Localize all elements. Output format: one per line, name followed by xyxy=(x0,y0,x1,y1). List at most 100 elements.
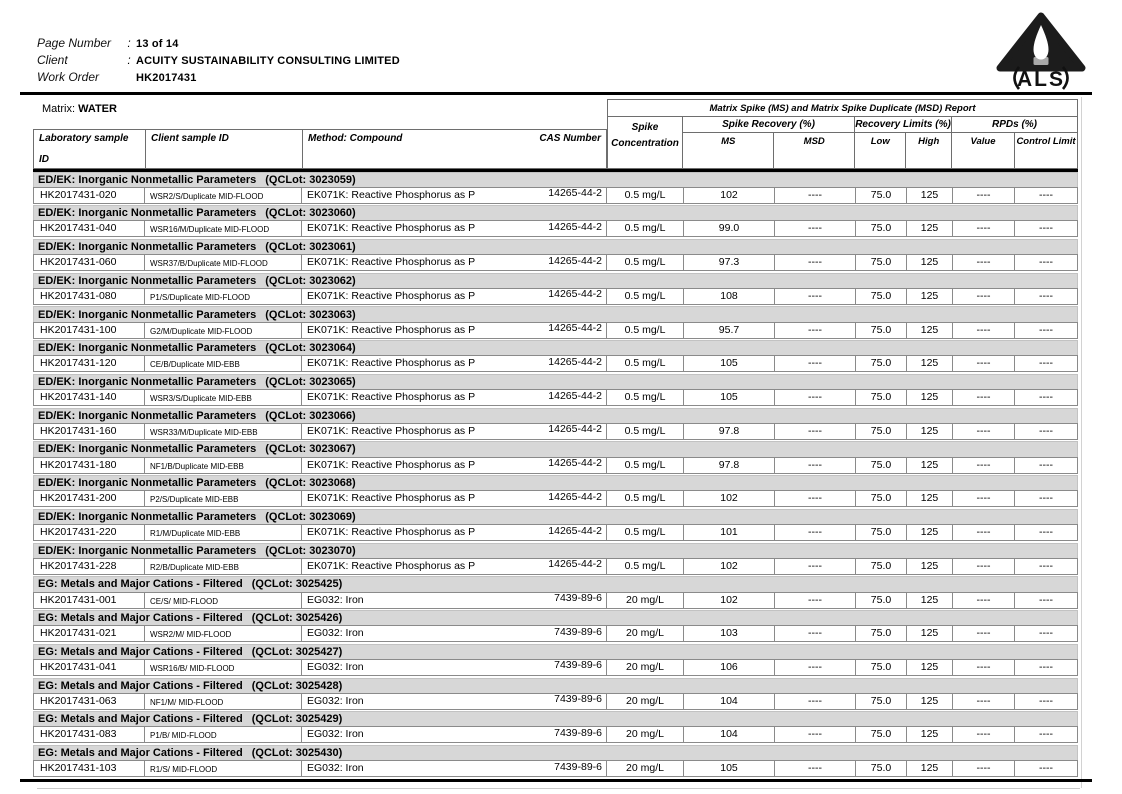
table-row: HK2017431-228 R2/B/Duplicate MID-EBB EK0… xyxy=(33,557,1078,575)
spike-concentration-cell: 0.5 mg/L xyxy=(607,221,684,237)
spike-header-lower: Spike Concentration Spike Recovery (%) M… xyxy=(608,117,1077,168)
cas-number-value: 14265-44-2 xyxy=(548,423,602,436)
spike-concentration-cell: 0.5 mg/L xyxy=(607,457,684,473)
ms-recovery-cell: 97.3 xyxy=(684,255,775,271)
page-number-row: Page Number : 13 of 14 xyxy=(37,36,400,53)
section-header: EG: Metals and Major Cations - Filtered … xyxy=(33,576,1078,592)
msd-recovery-cell: ---- xyxy=(775,255,856,271)
client-sample-id-cell: NF1/B/Duplicate MID-EBB xyxy=(145,457,302,473)
method-compound-cell: EG032: Iron 7439-89-6 xyxy=(302,659,607,675)
qc-group: ED/EK: Inorganic Nonmetallic Parameters … xyxy=(33,373,1078,407)
section-qclot: (QCLot: 3025429) xyxy=(251,713,343,726)
section-qclot: (QCLot: 3023064) xyxy=(265,342,356,355)
msd-recovery-cell: ---- xyxy=(775,356,856,372)
als-logo: ALS xyxy=(988,10,1094,92)
cas-number-value: 14265-44-2 xyxy=(548,221,602,233)
cas-number-value: 14265-44-2 xyxy=(548,525,602,537)
spike-recovery-label: Spike Recovery (%) xyxy=(683,117,854,133)
qc-group: ED/EK: Inorganic Nonmetallic Parameters … xyxy=(33,306,1078,339)
client-sample-id-cell: R1/M/Duplicate MID-EBB xyxy=(145,525,302,541)
rpd-value-cell: ---- xyxy=(953,356,1015,372)
method-compound-value: EG032: Iron xyxy=(307,762,364,775)
recovery-high-cell: 125 xyxy=(907,626,953,642)
msd-recovery-cell: ---- xyxy=(775,423,856,439)
client-sample-id-cell: CE/S/ MID-FLOOD xyxy=(145,592,302,608)
lab-sample-id-cell: HK2017431-200 xyxy=(34,491,145,507)
cas-number-value: 14265-44-2 xyxy=(548,457,602,470)
recovery-low-cell: 75.0 xyxy=(856,659,907,675)
section-header: EG: Metals and Major Cations - Filtered … xyxy=(33,711,1078,727)
table-row: HK2017431-100 G2/M/Duplicate MID-FLOOD E… xyxy=(33,321,1078,339)
spike-concentration-cell: 0.5 mg/L xyxy=(607,390,684,406)
spike-recovery-subcols: MS MSD xyxy=(683,133,854,168)
sample-columns-header: Laboratory sample ID Client sample ID Me… xyxy=(33,129,607,169)
client-sample-id-cell: WSR33/M/Duplicate MID-EBB xyxy=(145,423,302,439)
spike-concentration-cell: 20 mg/L xyxy=(607,727,684,743)
section-qclot: (QCLot: 3023068) xyxy=(265,477,356,490)
cas-number-value: 14265-44-2 xyxy=(548,255,602,267)
spike-concentration-cell: 0.5 mg/L xyxy=(607,558,684,574)
method-compound-value: EK071K: Reactive Phosphorus as P xyxy=(307,391,476,404)
section-header: ED/EK: Inorganic Nonmetallic Parameters … xyxy=(33,475,1078,491)
section-header: EG: Metals and Major Cations - Filtered … xyxy=(33,677,1078,693)
section-qclot: (QCLot: 3025426) xyxy=(251,612,343,625)
lab-sample-id-cell: HK2017431-103 xyxy=(34,761,145,777)
section-header: ED/EK: Inorganic Nonmetallic Parameters … xyxy=(33,542,1078,558)
method-compound-value: EG032: Iron xyxy=(307,593,364,606)
recovery-high-cell: 125 xyxy=(907,322,953,338)
recovery-low-cell: 75.0 xyxy=(856,187,907,203)
ms-recovery-cell: 99.0 xyxy=(684,221,775,237)
als-logo-icon: ALS xyxy=(996,12,1086,91)
client-sample-id-cell: P1/S/Duplicate MID-FLOOD xyxy=(145,288,302,304)
rpd-value-cell: ---- xyxy=(953,525,1015,541)
table-right-edge xyxy=(1081,97,1082,788)
recovery-high-cell: 125 xyxy=(907,693,953,709)
client-sample-id-cell: P2/S/Duplicate MID-EBB xyxy=(145,491,302,507)
qc-group: EG: Metals and Major Cations - Filtered … xyxy=(33,711,1078,744)
recovery-low-cell: 75.0 xyxy=(856,322,907,338)
rpd-control-limit-cell: ---- xyxy=(1039,593,1053,606)
ms-recovery-cell: 97.8 xyxy=(684,457,775,473)
recovery-limits-label: Recovery Limits (%) xyxy=(855,117,951,133)
col-ms: MS xyxy=(721,136,736,147)
qc-group: EG: Metals and Major Cations - Filtered … xyxy=(33,677,1078,710)
page-number-label: Page Number xyxy=(37,36,112,50)
section-qclot: (QCLot: 3023059) xyxy=(265,173,356,186)
rpd-value-cell: ---- xyxy=(953,221,1015,237)
section-header: ED/EK: Inorganic Nonmetallic Parameters … xyxy=(33,272,1078,288)
rpds-label: RPDs (%) xyxy=(952,117,1077,133)
lab-sample-label-line1: Laboratory sample xyxy=(39,133,129,144)
section-title: ED/EK: Inorganic Nonmetallic Parameters xyxy=(38,342,257,355)
method-compound-cell: EG032: Iron 7439-89-6 xyxy=(302,761,607,777)
lab-sample-id-cell: HK2017431-180 xyxy=(34,457,145,473)
section-qclot: (QCLot: 3025430) xyxy=(251,747,343,760)
spike-concentration-cell: 20 mg/L xyxy=(607,626,684,642)
cas-number-label: CAS Number xyxy=(539,133,601,144)
method-compound-value: EK071K: Reactive Phosphorus as P xyxy=(307,424,476,437)
section-header: ED/EK: Inorganic Nonmetallic Parameters … xyxy=(33,306,1078,322)
recovery-high-cell: 125 xyxy=(907,761,953,777)
method-compound-cell: EK071K: Reactive Phosphorus as P 14265-4… xyxy=(302,187,607,203)
client-sample-id-cell: WSR16/M/Duplicate MID-FLOOD xyxy=(145,221,302,237)
ms-recovery-cell: 106 xyxy=(684,659,775,675)
recovery-high-cell: 125 xyxy=(907,390,953,406)
lab-sample-id-cell: HK2017431-001 xyxy=(34,592,145,608)
section-title: ED/EK: Inorganic Nonmetallic Parameters xyxy=(38,207,257,220)
cas-number-value: 14265-44-2 xyxy=(548,390,602,402)
rpd-value-cell: ---- xyxy=(953,423,1015,439)
qc-group: ED/EK: Inorganic Nonmetallic Parameters … xyxy=(33,441,1078,474)
ms-recovery-cell: 103 xyxy=(684,626,775,642)
method-compound-value: EK071K: Reactive Phosphorus as P xyxy=(307,526,476,539)
work-order-label: Work Order xyxy=(37,70,100,84)
recovery-low-cell: 75.0 xyxy=(856,761,907,777)
spike-concentration-cell: 20 mg/L xyxy=(607,761,684,777)
lab-sample-id-cell: HK2017431-060 xyxy=(34,255,145,271)
section-title: EG: Metals and Major Cations - Filtered xyxy=(38,645,243,658)
recovery-high-cell: 125 xyxy=(907,288,953,304)
rpd-value-cell: ---- xyxy=(953,390,1015,406)
spike-label-line2: Concentration xyxy=(611,138,679,149)
section-qclot: (QCLot: 3023070) xyxy=(265,544,356,557)
table-body: ED/EK: Inorganic Nonmetallic Parameters … xyxy=(33,171,1078,779)
method-compound-label: Method: Compound xyxy=(308,133,403,144)
table-row: HK2017431-001 CE/S/ MID-FLOOD EG032: Iro… xyxy=(33,591,1078,609)
